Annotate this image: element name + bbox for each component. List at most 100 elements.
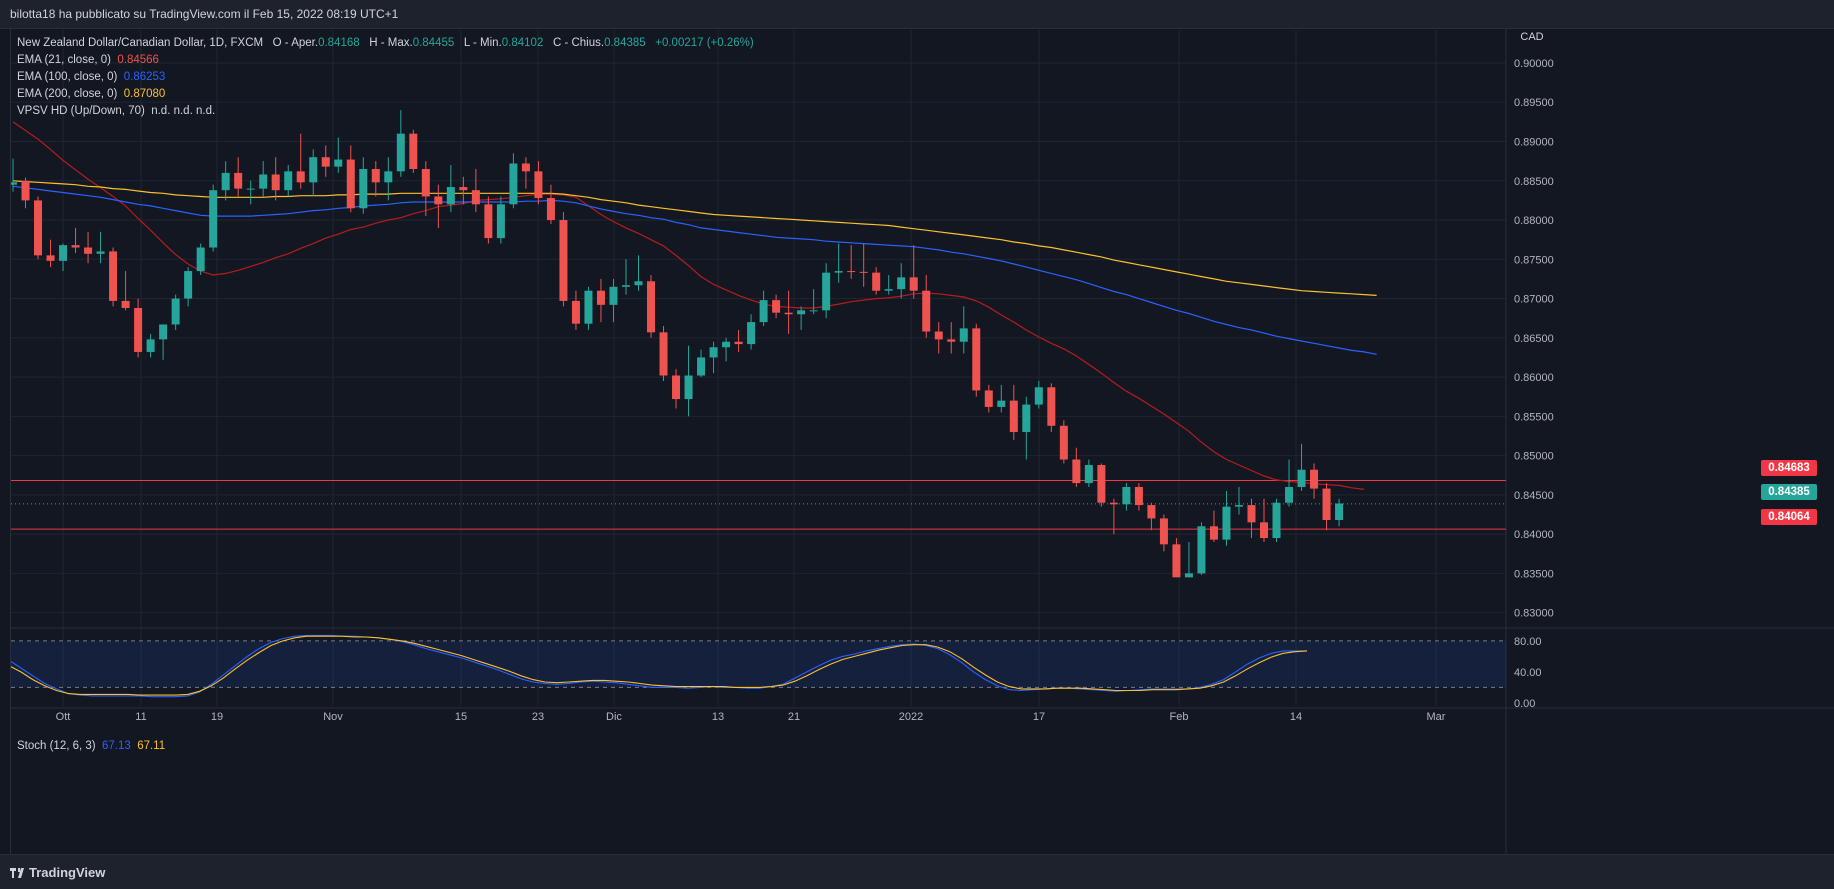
- candle-body: [484, 204, 493, 239]
- candle-body: [146, 339, 155, 352]
- y-tick-label: 0.86500: [1514, 333, 1554, 345]
- ema21-label: EMA (21, close, 0): [17, 54, 111, 66]
- high-label: H - Max.: [369, 37, 413, 49]
- candle-body: [709, 347, 718, 358]
- stoch-legend[interactable]: Stoch (12, 6, 3) 67.13 67.11: [17, 740, 165, 752]
- candle-body: [371, 168, 380, 183]
- x-tick-label: Mar: [1427, 711, 1446, 723]
- bottom-bar: TradingView: [0, 854, 1834, 889]
- price-chart[interactable]: 0.90000 0.89500 0.89000 0.88500 0.88000 0.875…: [11, 28, 1834, 854]
- candle-body: [11, 182, 17, 185]
- candle-body: [246, 188, 255, 190]
- candle-body: [722, 341, 731, 348]
- candle-body: [584, 290, 593, 324]
- candle-body: [59, 245, 68, 261]
- y-tick-label: 0.88000: [1514, 215, 1554, 227]
- candle-body: [1222, 506, 1231, 540]
- stoch-tick-label: 0.00: [1514, 698, 1535, 710]
- y-tick-label: 0.88500: [1514, 176, 1554, 188]
- y-tick-label: 0.85000: [1514, 451, 1554, 463]
- candle-body: [859, 271, 868, 273]
- x-tick-label: 17: [1033, 711, 1045, 723]
- candle-body: [84, 247, 93, 254]
- candle-body: [984, 390, 993, 407]
- candle-body: [396, 133, 405, 172]
- ema200-line: [12, 180, 1377, 296]
- tradingview-logo[interactable]: TradingView: [10, 865, 105, 880]
- candle-body: [1122, 487, 1131, 505]
- candle-body: [1009, 400, 1018, 433]
- candle-body: [334, 159, 343, 167]
- ema200-legend[interactable]: EMA (200, close, 0) 0.87080: [17, 86, 754, 103]
- candle-body: [1034, 387, 1043, 405]
- x-tick-label: Dic: [606, 711, 622, 723]
- support-price-badge: 0.84064: [1761, 509, 1817, 525]
- candle-body: [196, 247, 205, 272]
- change-value: +0.00217 (+0.26%): [655, 37, 754, 49]
- candle-body: [684, 375, 693, 400]
- candle-body: [221, 172, 230, 191]
- vpsv-legend[interactable]: VPSV HD (Up/Down, 70) n.d. n.d. n.d.: [17, 103, 754, 120]
- candle-body: [346, 159, 355, 209]
- candle-body: [834, 271, 843, 273]
- candle-body: [509, 163, 518, 205]
- candle-body: [621, 285, 630, 287]
- candle-body: [496, 204, 505, 239]
- y-tick-label: 0.87000: [1514, 294, 1554, 306]
- currency-label: CAD: [1520, 31, 1543, 43]
- candle-body: [459, 187, 468, 191]
- candle-body: [872, 272, 881, 291]
- ema21-line: [12, 121, 1365, 490]
- ema200-label: EMA (200, close, 0): [17, 88, 118, 100]
- candle-body: [609, 286, 618, 305]
- y-tick-label: 0.85500: [1514, 411, 1554, 423]
- top-bar: bilotta18 ha pubblicato su TradingView.c…: [0, 0, 1834, 29]
- candle-body: [321, 157, 330, 167]
- y-tick-label: 0.89000: [1514, 137, 1554, 149]
- candle-body: [809, 310, 818, 312]
- candle-body: [284, 171, 293, 191]
- resistance-price-badge: 0.84683: [1761, 460, 1817, 476]
- candle-body: [759, 300, 768, 323]
- ema21-legend[interactable]: EMA (21, close, 0) 0.84566: [17, 52, 754, 69]
- candle-body: [471, 190, 480, 205]
- candle-body: [1059, 425, 1068, 460]
- candle-body: [1234, 505, 1243, 507]
- ema200-value: 0.87080: [123, 88, 166, 100]
- ema21-value: 0.84566: [117, 54, 159, 66]
- candle-body: [446, 187, 455, 205]
- candle-body: [409, 133, 418, 169]
- chart-area[interactable]: 0.90000 0.89500 0.89000 0.88500 0.88000 0.875…: [10, 28, 1834, 854]
- y-tick-label: 0.83500: [1514, 568, 1554, 580]
- ema100-legend[interactable]: EMA (100, close, 0) 0.86253: [17, 69, 754, 86]
- candle-body: [1147, 505, 1156, 519]
- chart-legend: New Zealand Dollar/Canadian Dollar, 1D, …: [17, 35, 754, 120]
- y-tick-label: 0.83000: [1514, 608, 1554, 620]
- candle-body: [259, 174, 268, 189]
- stoch-d-line: [11, 635, 1308, 696]
- y-tick-label: 0.87500: [1514, 254, 1554, 266]
- x-tick-label: 21: [788, 711, 800, 723]
- x-tick-label: 11: [135, 711, 146, 723]
- candle-body: [922, 290, 931, 332]
- tradingview-logo-icon: [10, 868, 24, 878]
- candle-body: [797, 310, 806, 315]
- candle-body: [1084, 465, 1093, 484]
- candle-body: [271, 174, 280, 191]
- symbol-label[interactable]: New Zealand Dollar/Canadian Dollar, 1D, …: [17, 37, 264, 49]
- candle-body: [171, 298, 180, 325]
- y-tick-label: 0.89500: [1514, 97, 1554, 109]
- candle-body: [1109, 502, 1118, 505]
- stoch-k-line: [11, 634, 1307, 698]
- candle-body: [1297, 469, 1306, 488]
- candle-body: [647, 281, 656, 333]
- candle-body: [947, 339, 956, 342]
- candle-body: [521, 163, 530, 172]
- candle-body: [296, 171, 305, 183]
- y-tick-label: 0.84000: [1514, 529, 1554, 541]
- candle-body: [309, 157, 318, 183]
- published-by-text: bilotta18 ha pubblicato su TradingView.c…: [10, 7, 399, 21]
- tradingview-brand: TradingView: [29, 865, 106, 880]
- candle-body: [159, 324, 168, 340]
- candle-body: [34, 200, 43, 256]
